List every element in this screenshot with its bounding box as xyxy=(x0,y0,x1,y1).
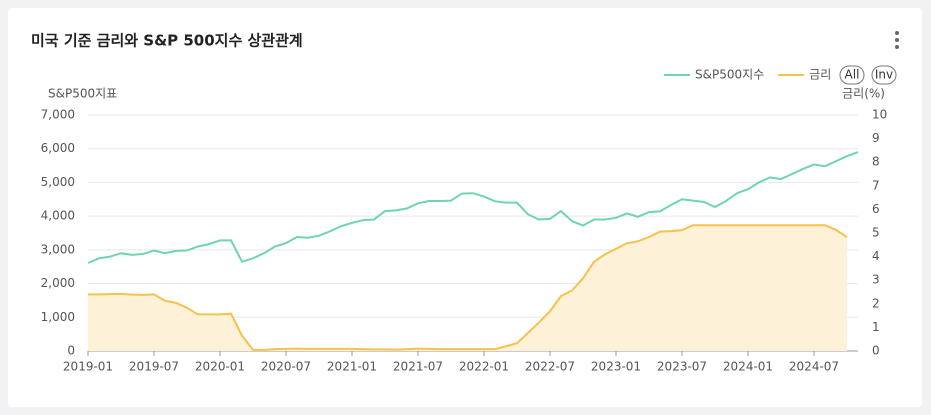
y-tick-label: 1,000 xyxy=(41,310,75,324)
x-tick-label: 2022-01 xyxy=(459,360,509,374)
y2-axis-label: 금리(%) xyxy=(842,87,885,101)
y-tick-label: 6,000 xyxy=(41,141,75,155)
y2-tick-label: 10 xyxy=(872,108,887,122)
button[interactable] xyxy=(871,65,897,85)
x-tick-label: 2024-07 xyxy=(789,360,839,374)
area xyxy=(88,225,847,351)
y2-tick-label: 8 xyxy=(872,155,880,169)
x-tick-label: 2019-07 xyxy=(129,360,179,374)
y-tick-label: 3,000 xyxy=(41,242,75,256)
y-tick-label: 2,000 xyxy=(41,276,75,290)
x-tick-label: 2024-01 xyxy=(723,360,773,374)
y-axis-label: S&P500지표 xyxy=(48,87,117,101)
line xyxy=(87,151,859,264)
x-tick-label: 2020-07 xyxy=(261,360,311,374)
x-tick-label: 2023-01 xyxy=(591,360,641,374)
button[interactable] xyxy=(839,65,865,85)
y2-tick-label: 3 xyxy=(872,273,880,287)
y2-tick-label: 1 xyxy=(872,320,880,334)
y2-tick-label: 7 xyxy=(872,178,880,192)
button-label[interactable]: Inv xyxy=(875,68,893,82)
legend-label: 금리 xyxy=(809,68,831,82)
button-label[interactable]: All xyxy=(845,68,860,82)
legend-label: S&P500지수 xyxy=(695,68,764,82)
x-tick-label: 2020-01 xyxy=(195,360,245,374)
y-tick-label: 5,000 xyxy=(41,175,75,189)
x-tick-label: 2022-07 xyxy=(525,360,575,374)
line xyxy=(88,224,848,351)
y-tick-label: 7,000 xyxy=(41,108,75,122)
y2-tick-label: 6 xyxy=(872,202,880,216)
y2-tick-label: 0 xyxy=(872,344,880,358)
y2-tick-label: 5 xyxy=(872,226,880,240)
menu-icon[interactable] xyxy=(895,31,899,49)
chart-title: 미국 기준 금리와 S&P 500지수 상관관계 xyxy=(31,32,303,50)
x-tick-label: 2019-01 xyxy=(63,360,113,374)
x-tick-label: 2021-01 xyxy=(327,360,377,374)
y2-tick-label: 2 xyxy=(872,296,880,310)
y-tick-label: 0 xyxy=(67,344,75,358)
y2-tick-label: 9 xyxy=(872,131,880,145)
y-tick-label: 4,000 xyxy=(41,209,75,223)
y2-tick-label: 4 xyxy=(872,249,880,263)
x-tick-label: 2023-07 xyxy=(657,360,707,374)
x-tick-label: 2021-07 xyxy=(393,360,443,374)
